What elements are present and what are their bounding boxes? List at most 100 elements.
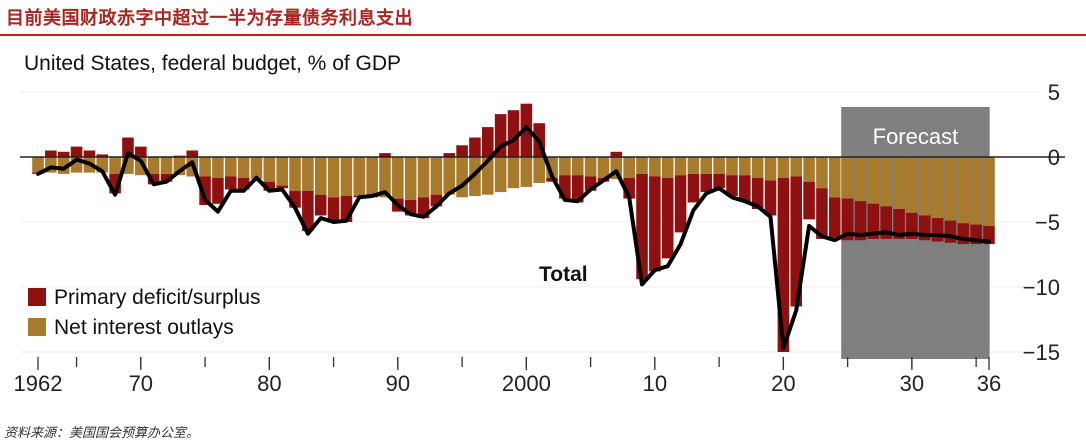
bar-interest xyxy=(867,157,880,204)
forecast-label: Forecast xyxy=(873,124,959,149)
bar-interest xyxy=(854,157,867,202)
bar-primary xyxy=(160,173,173,182)
bar-primary xyxy=(302,190,314,232)
bar-primary xyxy=(507,110,520,157)
x-tick-label: 90 xyxy=(386,371,410,396)
bar-interest xyxy=(212,157,224,178)
bar-primary xyxy=(944,220,957,243)
bar-interest xyxy=(314,157,327,195)
x-tick-label: 30 xyxy=(900,371,924,396)
bar-interest xyxy=(366,157,378,196)
bar-primary xyxy=(186,150,198,157)
bar-primary xyxy=(559,175,571,199)
bar-primary xyxy=(674,175,687,233)
bar-interest xyxy=(713,157,725,174)
bar-interest xyxy=(623,157,635,178)
bar-interest xyxy=(906,157,918,213)
bar-primary xyxy=(212,177,224,204)
total-line xyxy=(36,125,991,351)
bar-interest xyxy=(507,157,520,189)
bar-primary xyxy=(584,176,597,191)
y-tick-label: −5 xyxy=(1035,210,1060,235)
bar-primary xyxy=(649,176,661,272)
bar-primary xyxy=(880,206,892,239)
bar-interest xyxy=(546,157,558,178)
bar-primary xyxy=(726,175,738,196)
bar-interest xyxy=(135,157,147,176)
bar-interest xyxy=(751,157,764,178)
bar-interest xyxy=(880,157,892,207)
x-tick-label: 1962 xyxy=(14,371,63,396)
bar-interest xyxy=(970,157,982,225)
bar-primary xyxy=(45,150,57,157)
bar-interest xyxy=(443,157,456,195)
chart-title: United States, federal budget, % of GDP xyxy=(24,52,402,75)
bar-interest xyxy=(764,157,777,181)
legend: Primary deficit/surplus Net interest out… xyxy=(28,286,261,339)
bar-primary xyxy=(983,225,995,245)
bar-interest xyxy=(983,157,995,226)
bar-primary xyxy=(777,177,790,352)
bar-primary xyxy=(829,197,841,238)
bar-primary xyxy=(443,153,456,157)
chart: Forecast Total 5 0 −5 −10 −15 1962 70 80 90 2000… xyxy=(14,80,1065,396)
bar-primary xyxy=(327,197,340,221)
bar-interest xyxy=(224,157,237,177)
y-tick-label: −10 xyxy=(1023,275,1060,300)
bar-interest xyxy=(147,157,160,174)
bar-primary xyxy=(122,137,134,157)
bar-primary xyxy=(636,173,648,280)
bar-interest xyxy=(829,157,841,198)
source-note: 资料来源：美国国会预算办公室。 xyxy=(4,426,200,441)
bar-interest xyxy=(70,157,83,173)
bar-interest xyxy=(687,157,700,174)
bar-interest xyxy=(649,157,661,177)
bar-interest xyxy=(263,157,276,182)
bar-primary xyxy=(841,198,854,241)
bar-interest xyxy=(726,157,738,176)
bar-interest xyxy=(430,157,443,195)
bar-primary xyxy=(790,176,803,307)
bar-primary xyxy=(109,173,121,194)
bar-primary xyxy=(906,212,918,239)
bar-primary xyxy=(970,224,982,245)
bar-primary xyxy=(340,196,353,222)
bar-interest xyxy=(520,157,533,187)
bar-interest xyxy=(482,157,494,195)
bar-interest xyxy=(404,157,417,200)
bar-interest xyxy=(173,157,186,176)
bar-primary xyxy=(430,194,443,207)
bar-interest xyxy=(803,157,815,182)
bar-primary xyxy=(96,154,109,157)
x-tick-label: 2000 xyxy=(502,371,551,396)
bar-interest xyxy=(327,157,340,198)
bar-interest xyxy=(790,157,803,177)
bar-primary xyxy=(931,218,944,242)
bar-interest xyxy=(944,157,957,221)
bar-primary xyxy=(816,188,828,239)
bar-primary xyxy=(276,185,288,189)
bar-primary xyxy=(713,173,725,189)
bar-primary xyxy=(700,173,713,193)
bar-primary xyxy=(379,153,391,157)
legend-swatch-interest xyxy=(28,318,46,336)
y-tick-label: −15 xyxy=(1023,340,1060,365)
y-tick-label: 5 xyxy=(1048,80,1060,105)
bar-primary xyxy=(83,150,96,157)
bar-interest xyxy=(417,157,430,198)
x-tick-label: 80 xyxy=(257,371,281,396)
bar-primary xyxy=(520,103,533,157)
bar-primary xyxy=(687,173,700,203)
bar-primary xyxy=(314,194,327,216)
bar-interest xyxy=(559,157,571,176)
bar-primary xyxy=(610,151,623,157)
bar-primary xyxy=(893,209,905,239)
bar-interest xyxy=(32,157,44,173)
bar-interest xyxy=(237,157,250,178)
bar-interest xyxy=(610,157,623,180)
bar-primary xyxy=(263,181,276,191)
bar-primary xyxy=(571,175,584,203)
bar-primary xyxy=(867,203,880,239)
bar-interest xyxy=(199,157,211,177)
x-tick-label: 10 xyxy=(643,371,667,396)
